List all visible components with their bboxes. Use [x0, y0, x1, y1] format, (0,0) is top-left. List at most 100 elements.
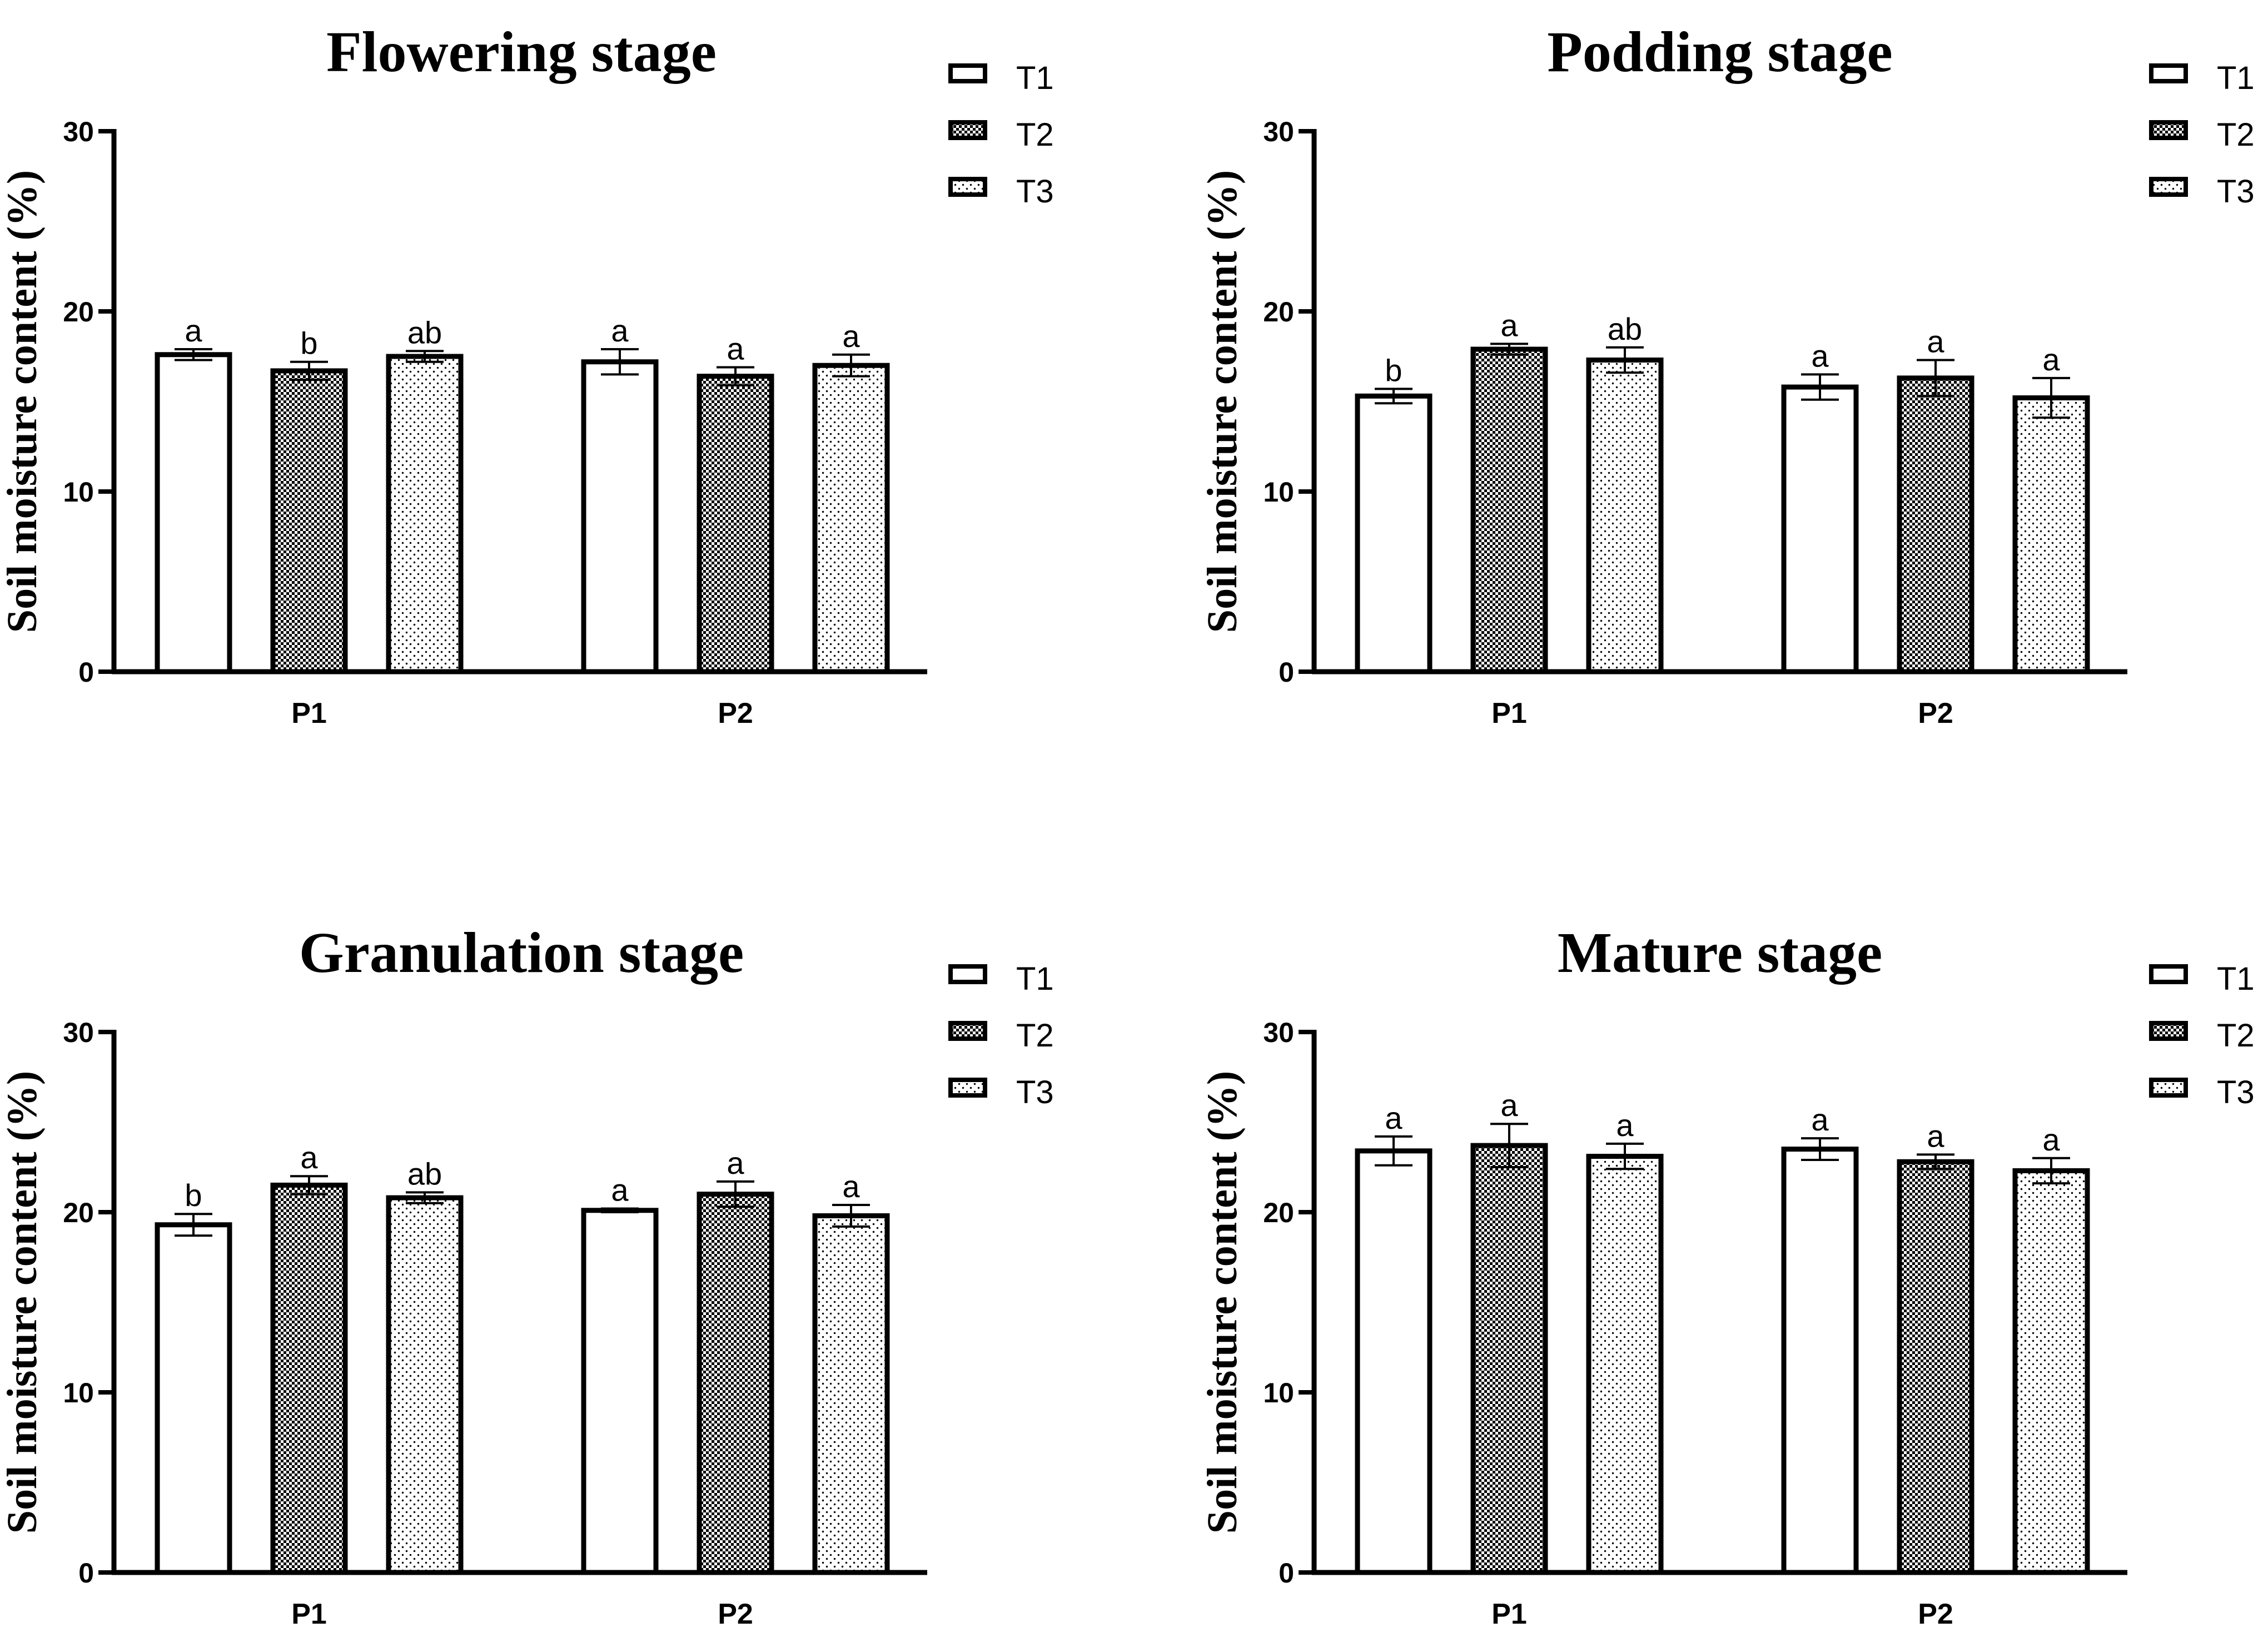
- bar-t1-p1: [1355, 393, 1433, 674]
- legend-label-t2: T2: [2217, 1018, 2255, 1054]
- legend: T1 T2 T3: [948, 961, 1054, 1110]
- y-tick-label: 10: [63, 1377, 94, 1408]
- y-axis-label: Soil moisture content (%): [1199, 1071, 1246, 1534]
- bar-t2-p2: [697, 374, 774, 674]
- chart-panel-3: Granulation stage Soil moisture content (…: [0, 921, 1054, 1630]
- error-bar: [1606, 1142, 1644, 1170]
- legend-swatch-t1: [948, 964, 987, 984]
- significance-label: a: [2042, 342, 2060, 377]
- bar-t2-p2: [697, 1192, 774, 1575]
- legend-label-t2: T2: [1016, 1018, 1054, 1054]
- error-bar: [717, 366, 754, 386]
- significance-label: a: [1927, 1118, 1944, 1153]
- significance-label: a: [842, 319, 860, 354]
- error-bar: [406, 1191, 444, 1204]
- error-bar: [1801, 373, 1839, 401]
- legend-swatch-t3: [948, 1078, 987, 1098]
- legend-label-t1: T1: [2217, 60, 2255, 96]
- y-tick-label: 0: [1279, 657, 1294, 688]
- y-tick-label: 20: [63, 1197, 94, 1228]
- error-bar: [1490, 343, 1528, 356]
- significance-label: a: [2042, 1122, 2060, 1157]
- x-tick-label: P1: [291, 1598, 327, 1630]
- bar-t3-p1: [1586, 1154, 1664, 1575]
- legend-swatch-t2: [2149, 1021, 2188, 1041]
- error-bar: [1375, 1135, 1412, 1167]
- x-tick-label: P1: [1491, 1598, 1527, 1630]
- chart-panel-2: Podding stage Soil moisture content (%) 0 1…: [1199, 20, 2255, 730]
- significance-label: a: [185, 313, 202, 348]
- error-bar: [832, 353, 870, 378]
- significance-label: a: [1500, 1088, 1518, 1123]
- bar-t3-p1: [386, 1195, 464, 1575]
- y-axis-label: Soil moisture content (%): [0, 1071, 46, 1534]
- error-bar: [1490, 1123, 1528, 1168]
- significance-label: b: [1385, 353, 1402, 388]
- significance-label: a: [1811, 1102, 1829, 1137]
- significance-label: a: [1500, 307, 1518, 343]
- error-bar: [1606, 346, 1644, 374]
- legend-label-t1: T1: [1016, 961, 1054, 997]
- y-tick-label: 10: [1263, 1377, 1294, 1408]
- legend-swatch-t1: [948, 63, 987, 83]
- error-bar: [175, 1213, 212, 1237]
- y-tick-label: 10: [63, 477, 94, 508]
- y-tick-label: 0: [78, 657, 94, 688]
- y-tick-label: 30: [63, 116, 94, 147]
- significance-label: a: [1616, 1108, 1634, 1143]
- legend-swatch-t2: [948, 1021, 987, 1041]
- significance-label: ab: [1608, 311, 1642, 346]
- legend-swatch-t3: [2149, 177, 2188, 197]
- legend-label-t2: T2: [1016, 117, 1054, 153]
- y-tick-label: 30: [1263, 1017, 1294, 1048]
- bar-t3-p1: [1586, 357, 1664, 674]
- bar-t1-p1: [155, 352, 232, 674]
- y-axis-label: Soil moisture content (%): [1199, 170, 1246, 633]
- bar-t2-p1: [270, 1182, 348, 1575]
- x-tick-label: P1: [1491, 697, 1527, 730]
- error-bar: [717, 1180, 754, 1208]
- significance-label: ab: [407, 1156, 442, 1191]
- bar-t2-p2: [1897, 375, 1974, 674]
- bar-t1-p2: [1781, 1147, 1859, 1575]
- y-tick-label: 0: [78, 1557, 94, 1589]
- x-tick-label: P2: [718, 1598, 753, 1630]
- x-tick-label: P2: [718, 697, 753, 730]
- legend-label-t3: T3: [1016, 173, 1054, 210]
- chart-panel-1: Flowering stage Soil moisture content (%)…: [0, 20, 1054, 730]
- y-tick-label: 30: [63, 1017, 94, 1048]
- legend-label-t3: T3: [2217, 1074, 2255, 1110]
- error-bar: [175, 348, 212, 361]
- significance-label: b: [185, 1178, 202, 1213]
- bar-t3-p2: [812, 363, 890, 674]
- legend-swatch-t2: [948, 120, 987, 140]
- legend-label-t3: T3: [1016, 1074, 1054, 1110]
- legend-swatch-t3: [2149, 1078, 2188, 1098]
- legend-swatch-t1: [2149, 63, 2188, 83]
- legend-label-t2: T2: [2217, 117, 2255, 153]
- error-bar: [1917, 1153, 1954, 1170]
- legend-label-t1: T1: [1016, 60, 1054, 96]
- y-tick-label: 10: [1263, 477, 1294, 508]
- significance-label: a: [611, 1173, 629, 1208]
- chart-title: Flowering stage: [326, 20, 717, 84]
- legend: T1 T2 T3: [2149, 60, 2255, 210]
- chart-panel-4: Mature stage Soil moisture content (%) 0 10…: [1199, 921, 2255, 1630]
- error-bar: [2032, 1157, 2070, 1185]
- error-bar: [2032, 376, 2070, 419]
- significance-label: a: [300, 1140, 318, 1175]
- error-bar: [406, 350, 444, 363]
- bar-t3-p2: [2012, 1168, 2090, 1575]
- bar-t1-p1: [155, 1222, 232, 1575]
- bar-t1-p2: [581, 1208, 659, 1575]
- legend-label-t3: T3: [2217, 173, 2255, 210]
- legend-swatch-t1: [2149, 964, 2188, 984]
- y-tick-label: 0: [1279, 1557, 1294, 1589]
- legend-swatch-t3: [948, 177, 987, 197]
- x-tick-label: P1: [291, 697, 327, 730]
- error-bar: [601, 348, 639, 376]
- y-axis-label: Soil moisture content (%): [0, 170, 46, 633]
- chart-title: Podding stage: [1547, 20, 1892, 84]
- error-bar: [290, 360, 328, 381]
- chart-title: Granulation stage: [299, 921, 744, 985]
